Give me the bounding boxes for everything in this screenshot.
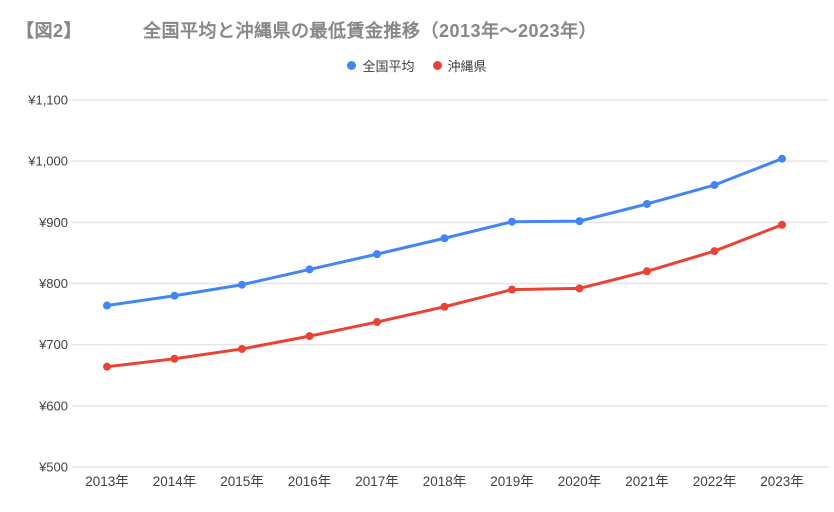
y-axis-tick-label: ¥1,100 — [27, 93, 68, 108]
y-axis-tick-label: ¥900 — [38, 215, 68, 230]
x-axis-tick-label: 2023年 — [760, 474, 804, 489]
chart-legend: 全国平均 沖縄県 — [0, 56, 834, 75]
y-axis-tick-label: ¥600 — [38, 398, 68, 413]
y-axis-tick-label: ¥1,000 — [27, 154, 68, 169]
data-point[interactable] — [305, 332, 314, 341]
chart-header: 【図2】 全国平均と沖縄県の最低賃金推移（2013年～2023年） — [0, 17, 834, 43]
legend-dot-national-average-icon — [347, 61, 357, 70]
data-point[interactable] — [575, 217, 584, 226]
data-point[interactable] — [170, 354, 179, 363]
x-axis-tick-label: 2021年 — [625, 474, 669, 489]
y-axis-tick-label: ¥800 — [38, 276, 68, 291]
data-point[interactable] — [170, 291, 179, 300]
data-point[interactable] — [710, 247, 719, 256]
data-point[interactable] — [238, 280, 246, 289]
data-point[interactable] — [778, 154, 786, 163]
legend-dot-okinawa-icon — [432, 61, 442, 70]
data-point[interactable] — [238, 344, 246, 353]
x-axis-tick-label: 2018年 — [423, 474, 467, 489]
data-point[interactable] — [305, 265, 314, 274]
legend-item-okinawa[interactable]: 沖縄県 — [432, 56, 487, 75]
data-point[interactable] — [508, 217, 516, 226]
legend-label-okinawa: 沖縄県 — [447, 59, 487, 74]
data-point[interactable] — [440, 302, 449, 311]
data-point[interactable] — [373, 318, 381, 327]
x-axis-tick-label: 2016年 — [288, 474, 332, 489]
data-point[interactable] — [710, 181, 719, 190]
y-axis-tick-label: ¥700 — [38, 337, 68, 352]
data-point[interactable] — [103, 301, 111, 310]
x-axis-tick-label: 2020年 — [558, 474, 602, 489]
figure-label: 【図2】 — [16, 21, 83, 41]
data-point[interactable] — [575, 284, 584, 293]
legend-label-national-average: 全国平均 — [362, 59, 415, 74]
data-point[interactable] — [440, 234, 449, 243]
x-axis-tick-label: 2017年 — [355, 474, 399, 489]
legend-item-national-average[interactable]: 全国平均 — [347, 56, 415, 75]
x-axis-tick-label: 2015年 — [220, 474, 264, 489]
y-axis-tick-label: ¥500 — [38, 460, 68, 475]
data-point[interactable] — [643, 199, 651, 208]
x-axis-tick-label: 2019年 — [490, 474, 534, 489]
data-point[interactable] — [103, 362, 111, 371]
data-point[interactable] — [508, 285, 516, 294]
data-point[interactable] — [778, 220, 786, 229]
x-axis-tick-label: 2013年 — [85, 474, 129, 489]
data-point[interactable] — [643, 267, 651, 276]
x-axis-tick-label: 2022年 — [693, 474, 737, 489]
chart-title: 全国平均と沖縄県の最低賃金推移（2013年～2023年） — [143, 21, 598, 41]
data-point[interactable] — [373, 250, 381, 259]
x-axis-tick-label: 2014年 — [153, 474, 197, 489]
